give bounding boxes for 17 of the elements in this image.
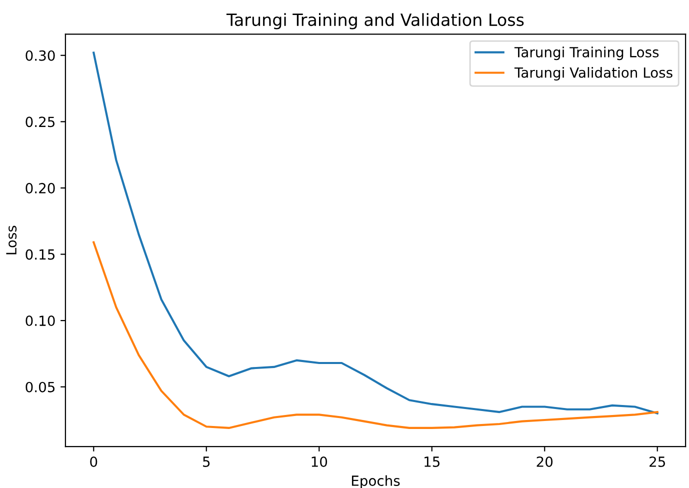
y-axis-title: Loss bbox=[6, 226, 17, 254]
line-series bbox=[92, 241, 658, 429]
x-tick-label: 0 bbox=[90, 456, 98, 467]
legend-label: Tarungi Validation Loss bbox=[514, 67, 672, 80]
x-tick-label: 10 bbox=[312, 456, 328, 467]
y-tick-label: 0.10 bbox=[26, 316, 55, 326]
chart-title: Tarungi Training and Validation Loss bbox=[226, 13, 524, 30]
y-tick-label: 0.05 bbox=[26, 382, 55, 392]
y-tick-label: 0.15 bbox=[26, 249, 55, 260]
x-tick-label: 5 bbox=[203, 456, 210, 467]
y-tick-label: 0.25 bbox=[26, 116, 55, 128]
legend-label: Tarungi Training Loss bbox=[514, 46, 659, 60]
x-tick-label: 15 bbox=[424, 456, 440, 467]
x-tick-label: 25 bbox=[650, 456, 665, 467]
y-tick-label: 0.20 bbox=[26, 182, 55, 194]
x-tick-label: 20 bbox=[536, 456, 553, 467]
y-tick-label: 0.30 bbox=[26, 50, 55, 61]
